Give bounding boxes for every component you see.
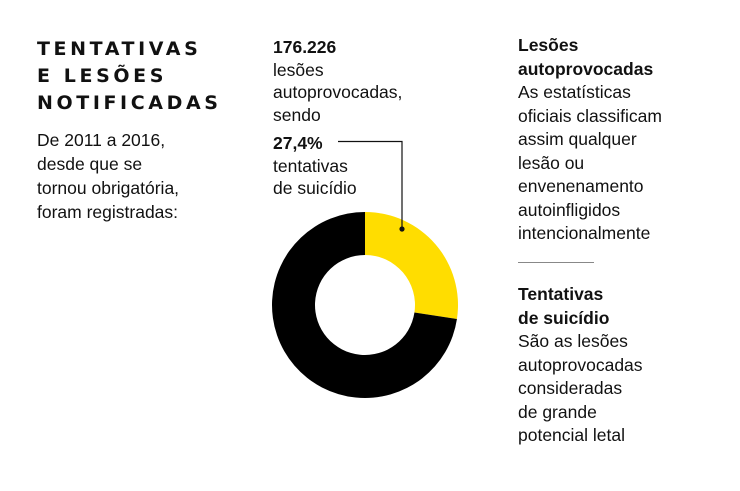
percent-stat: 27,4% tentativas de suicídio [273,132,357,200]
donut-slice-outras-lesoes-autoprovocadas [272,212,457,398]
definition-body-line: assim qualquer [518,129,637,149]
donut-chart [272,212,458,398]
title-line: E LESÕES [37,65,167,87]
definition-lesoes: Lesões autoprovocadas As estatísticas of… [518,34,662,246]
definition-body-line: lesão ou [518,152,585,173]
total-stat: 176.226 lesões autoprovocadas, sendo [273,36,402,126]
total-label-line: sendo [273,104,321,125]
definition-body-line: autoprovocadas [518,354,643,375]
title-line: TENTATIVAS [37,38,202,60]
definition-title-line: Lesões [518,35,579,55]
total-label-line: autoprovocadas, [273,82,403,102]
percent-value: 27,4% [273,133,323,153]
definition-title-line: autoprovocadas [518,58,654,79]
donut-slice-tentativas-de-suicidio [365,212,458,319]
intro-text: De 2011 a 2016, desde que se tornou obri… [37,128,237,224]
definition-body-line: As estatísticas [518,82,631,102]
definition-body-line: intencionalmente [518,223,651,243]
definition-tentativas: Tentativas de suicídio São as lesões aut… [518,283,643,448]
divider [518,262,594,263]
definition-body-line: São as lesões [518,331,628,351]
definition-body-line: envenenamento [518,176,644,196]
title-line: NOTIFICADAS [37,92,222,114]
percent-label-line: tentativas [273,155,348,176]
intro-line: foram registradas: [37,202,179,222]
definition-body-line: autoinfligidos [518,199,621,220]
percent-label-line: de suicídio [273,178,357,198]
intro-line: De 2011 a 2016, [37,130,166,150]
definition-body-line: de grande [518,401,597,422]
definition-body-line: potencial letal [518,425,626,445]
total-value: 176.226 [273,37,337,57]
definition-title-line: de suicídio [518,307,610,328]
definition-body-line: oficiais classificam [518,105,662,126]
page-title: TENTATIVAS E LESÕES NOTIFICADAS [37,36,257,117]
intro-line: desde que se [37,154,143,174]
intro-line: tornou obrigatória, [37,178,180,198]
total-label-line: lesões [273,59,324,80]
definition-body-line: consideradas [518,378,623,398]
definition-title-line: Tentativas [518,284,604,304]
